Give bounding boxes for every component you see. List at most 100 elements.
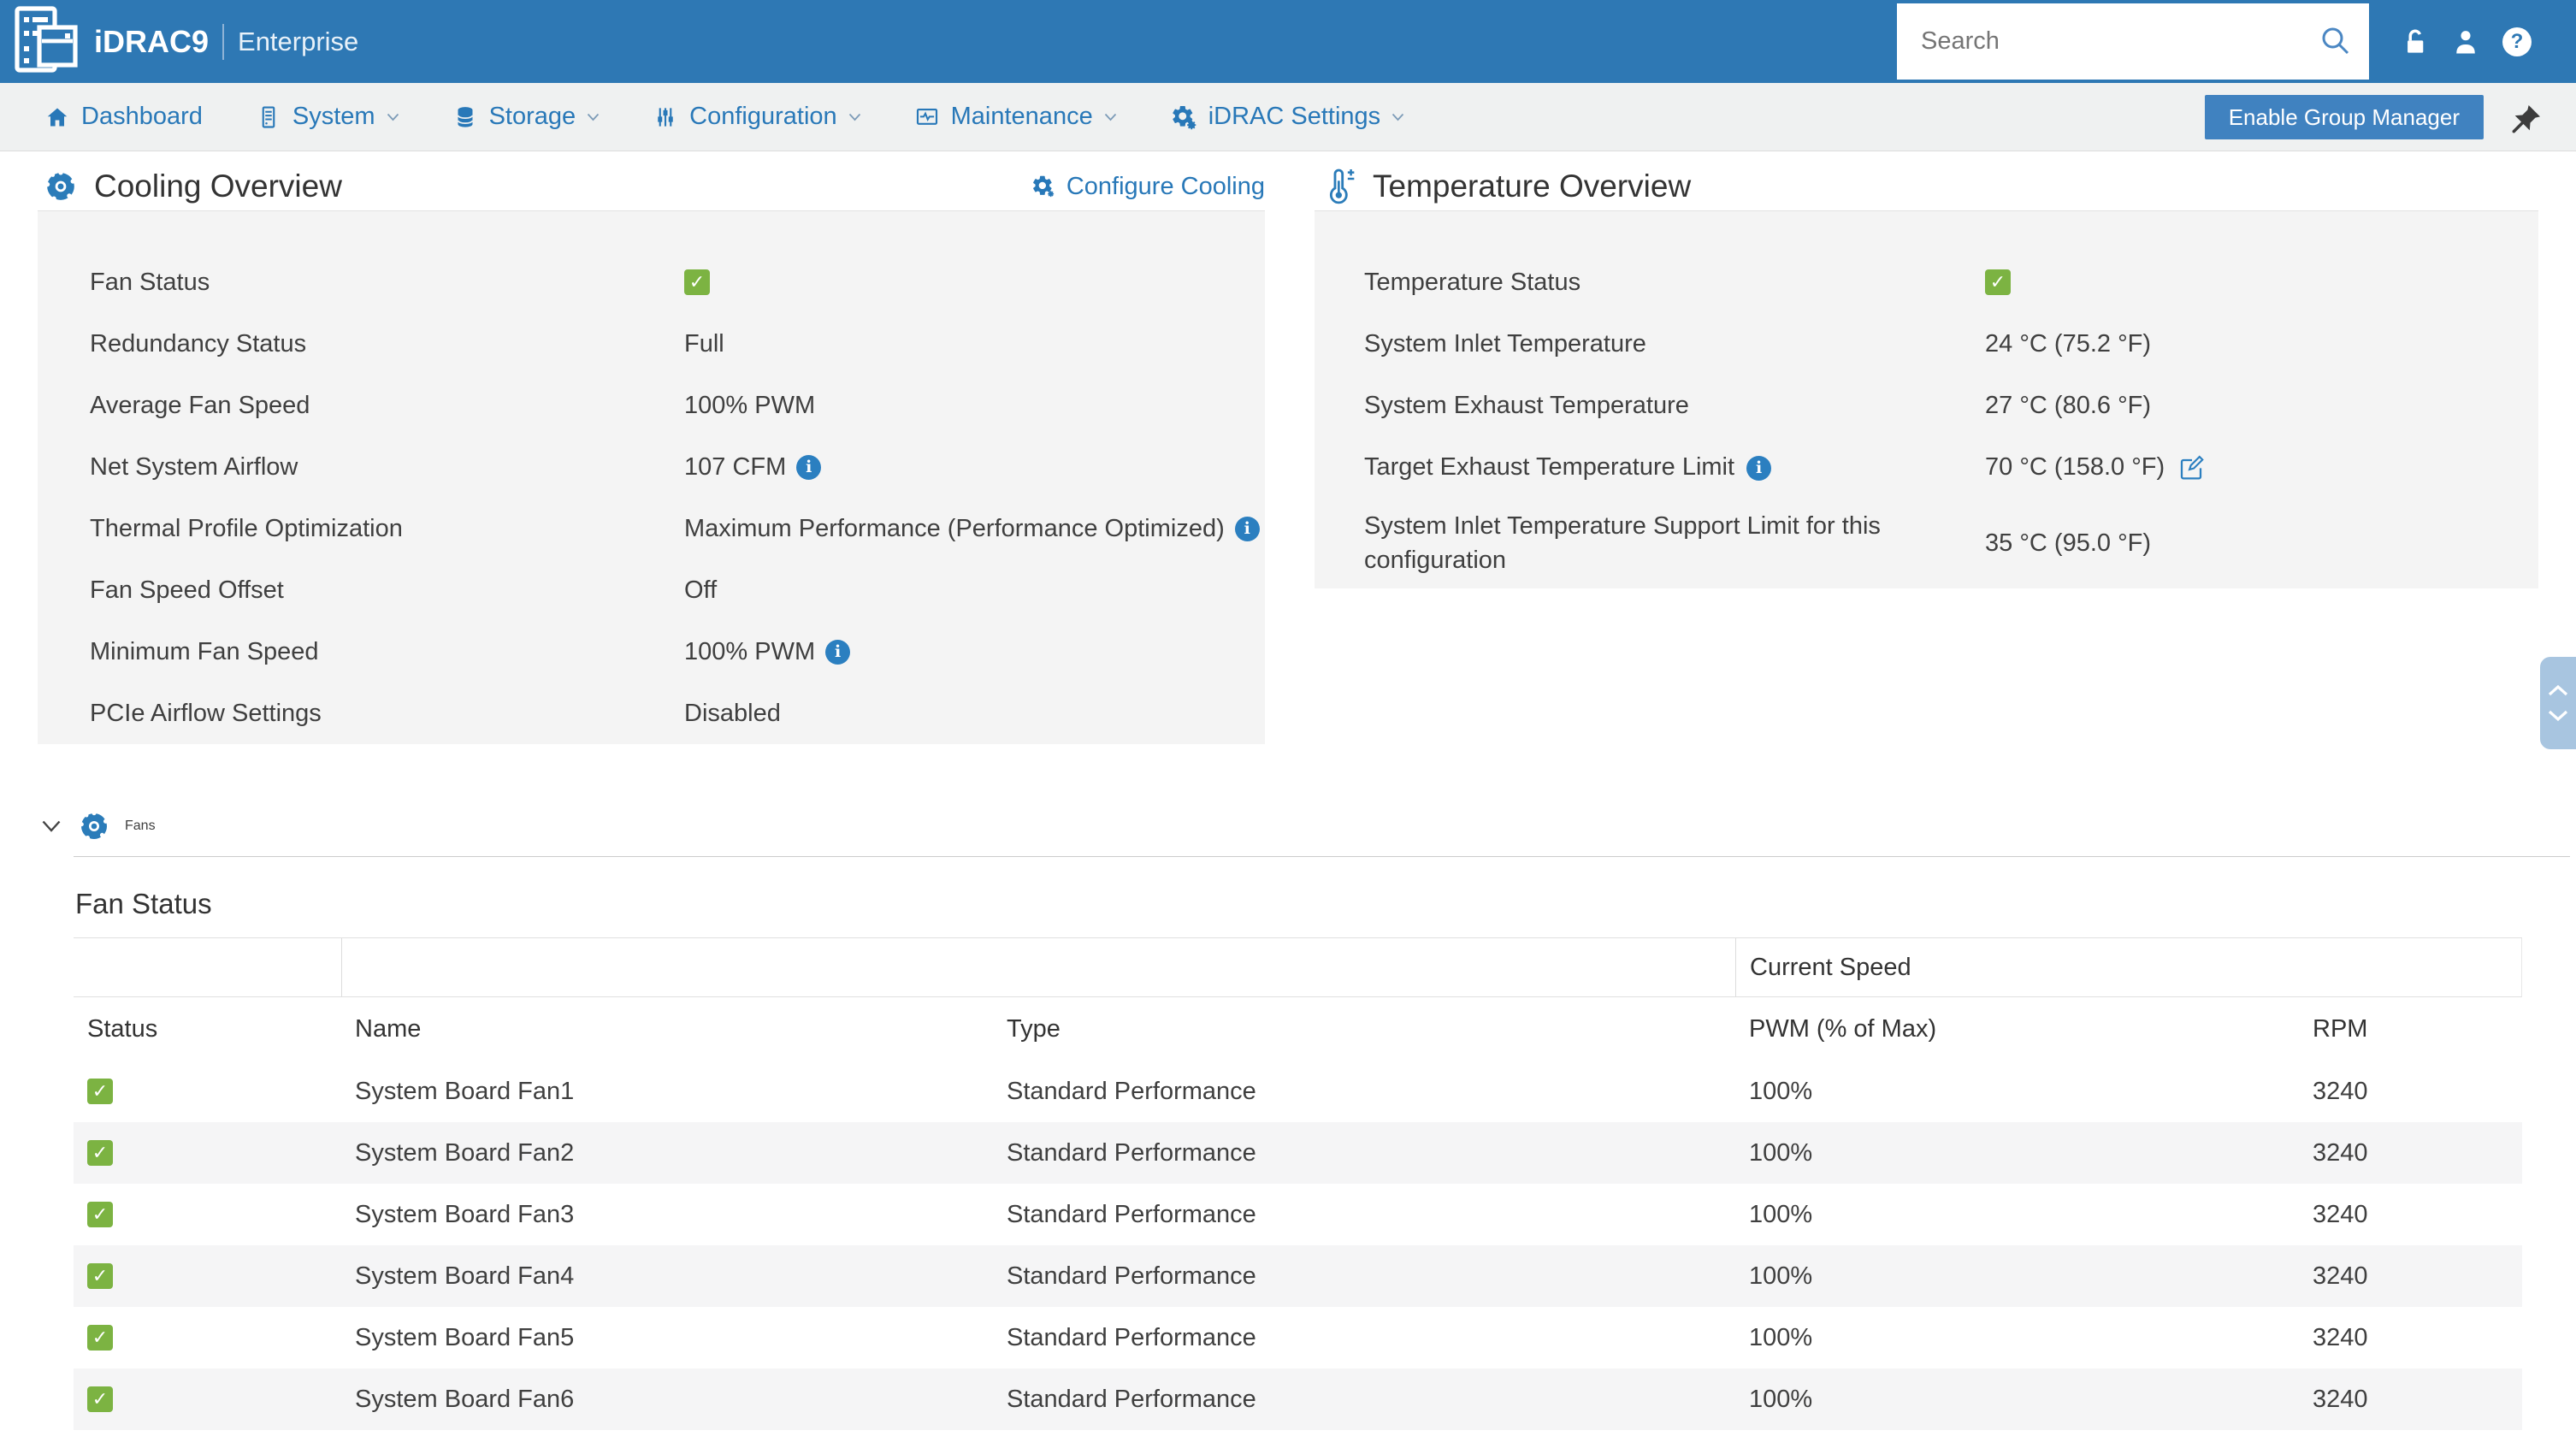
info-icon[interactable]: i [796, 454, 822, 480]
fan-table-row: ✓ System Board Fan6 Standard Performance… [74, 1368, 2522, 1430]
status-ok-checkbox: ✓ [1985, 269, 2011, 295]
cooling-overview-row: Minimum Fan Speedi ✓ 100% PWM i [38, 621, 1265, 683]
nav-system[interactable]: System [256, 103, 399, 131]
fan-table-row: ✓ System Board Fan5 Standard Performance… [74, 1307, 2522, 1368]
thermometer-icon [1329, 168, 1355, 204]
info-icon[interactable]: i [1746, 456, 1772, 481]
nav-maintenance[interactable]: Maintenance [914, 103, 1117, 131]
help-icon[interactable]: ? [2501, 26, 2533, 58]
fan-pwm: 100% [1749, 1077, 1813, 1105]
edit-icon[interactable] [2178, 453, 2206, 481]
info-icon[interactable]: i [825, 639, 851, 665]
table-column-header-row: Status Name Type PWM (% of Max) RPM [74, 997, 2522, 1061]
search-box [1897, 3, 2369, 80]
info-icon[interactable]: i [1234, 516, 1260, 541]
col-header-status: Status [87, 1014, 158, 1043]
temperature-overview-row: System Inlet Temperaturei ✓ 24 °C (75.2 … [1364, 329, 2152, 358]
fan-rpm: 3240 [2313, 1200, 2368, 1228]
scroll-down-icon[interactable] [2547, 709, 2569, 722]
fan-name: System Board Fan2 [355, 1138, 575, 1167]
fan-pwm: 100% [1749, 1200, 1813, 1228]
fan-rpm: 3240 [2313, 1262, 2368, 1290]
chevron-down-icon [387, 113, 399, 121]
pin-icon[interactable] [2509, 102, 2544, 139]
cooling-overview-row: PCIe Airflow Settingsi ✓ Disabled i [90, 699, 781, 728]
scroll-up-icon[interactable] [2547, 684, 2569, 697]
status-ok-checkbox: ✓ [684, 269, 710, 295]
col-header-pwm: PWM (% of Max) [1749, 1014, 1937, 1043]
storage-icon [457, 106, 473, 127]
status-ok-checkbox: ✓ [87, 1386, 113, 1412]
fan-rpm: 3240 [2313, 1138, 2368, 1167]
chevron-down-icon [1392, 113, 1404, 121]
temperature-overview-panel: Temperature Statusi ✓ i System Inlet Tem… [1315, 210, 2538, 588]
fan-type: Standard Performance [1007, 1323, 1256, 1351]
group-header-current-speed: Current Speed [1735, 938, 2521, 996]
fan-type: Standard Performance [1007, 1200, 1256, 1228]
chevron-down-icon [587, 113, 600, 121]
status-ok-checkbox: ✓ [87, 1325, 113, 1351]
fan-type: Standard Performance [1007, 1385, 1256, 1413]
unlock-icon[interactable] [2398, 26, 2431, 58]
fan-rpm: 3240 [2313, 1077, 2368, 1105]
fan-name: System Board Fan4 [355, 1262, 575, 1290]
sliders-icon [658, 107, 673, 127]
col-header-type: Type [1007, 1014, 1061, 1043]
nav-idrac-settings[interactable]: iDRAC Settings [1170, 103, 1404, 131]
fan-icon [44, 170, 75, 201]
fans-section-header: Fans [41, 802, 156, 850]
brand-divider [222, 23, 225, 60]
monitor-pulse-icon [916, 108, 937, 125]
col-header-rpm: RPM [2313, 1014, 2368, 1043]
app-header: iDRAC9 Enterprise ? [0, 0, 2576, 83]
status-ok-checkbox: ✓ [87, 1140, 113, 1166]
configure-cooling-link[interactable]: Configure Cooling [1031, 173, 1265, 201]
temperature-overview-row: Temperature Statusi ✓ i [1315, 251, 2538, 313]
col-header-name: Name [355, 1014, 422, 1043]
fan-pwm: 100% [1749, 1262, 1813, 1290]
header-icon-group: ? [2398, 0, 2576, 83]
fan-icon [79, 811, 109, 841]
temperature-overview-row: System Inlet Temperature Support Limit f… [1364, 512, 2152, 574]
cooling-overview-row: Redundancy Statusi ✓ Full i [90, 329, 724, 358]
nav-configuration[interactable]: Configuration [653, 103, 861, 131]
nav-storage[interactable]: Storage [452, 103, 600, 131]
chevron-down-icon [1104, 113, 1116, 121]
user-icon[interactable] [2449, 26, 2482, 58]
fan-name: System Board Fan5 [355, 1323, 575, 1351]
enable-group-manager-button[interactable]: Enable Group Manager [2204, 95, 2484, 139]
server-icon [262, 105, 275, 128]
fan-status-table: Current Speed Status Name Type PWM (% of… [74, 937, 2522, 1430]
fan-status-subtitle: Fan Status [75, 888, 212, 919]
fan-table-row: ✓ System Board Fan4 Standard Performance… [74, 1245, 2522, 1307]
fans-title: Fans [125, 819, 156, 833]
table-group-header-row: Current Speed [74, 937, 2522, 997]
search-input[interactable] [1897, 27, 2318, 56]
fan-name: System Board Fan6 [355, 1385, 575, 1413]
gears-icon [1172, 105, 1196, 129]
fan-table-row: ✓ System Board Fan1 Standard Performance… [74, 1061, 2522, 1122]
nav-dashboard[interactable]: Dashboard [44, 103, 203, 131]
main-navbar: Dashboard System Storage Configurati [0, 83, 2576, 151]
cooling-overview-row: Net System Airflowi ✓ 107 CFM i [38, 436, 1265, 498]
search-icon[interactable] [2318, 23, 2352, 60]
temperature-overview-row: System Exhaust Temperaturei ✓ 27 °C (80.… [1364, 391, 2152, 420]
cooling-overview-row: Average Fan Speedi ✓ 100% PWM i [90, 391, 816, 420]
scroll-widget [2540, 657, 2576, 749]
fan-table-row: ✓ System Board Fan2 Standard Performance… [74, 1122, 2522, 1184]
fan-name: System Board Fan1 [355, 1077, 575, 1105]
fan-name: System Board Fan3 [355, 1200, 575, 1228]
fan-pwm: 100% [1749, 1138, 1813, 1167]
idrac-logo-icon [14, 5, 79, 78]
fan-type: Standard Performance [1007, 1138, 1256, 1167]
brand-name: iDRAC9 [94, 23, 210, 59]
chevron-down-icon [848, 113, 860, 121]
cooling-overview-row: Fan Statusi ✓ i [38, 251, 1265, 313]
fan-rpm: 3240 [2313, 1385, 2368, 1413]
temperature-overview-title: Temperature Overview [1373, 168, 1692, 204]
fan-type: Standard Performance [1007, 1077, 1256, 1105]
collapse-chevron-icon[interactable] [41, 819, 62, 833]
gear-icon [1032, 175, 1054, 198]
fan-table-body: ✓ System Board Fan1 Standard Performance… [74, 1061, 2522, 1430]
